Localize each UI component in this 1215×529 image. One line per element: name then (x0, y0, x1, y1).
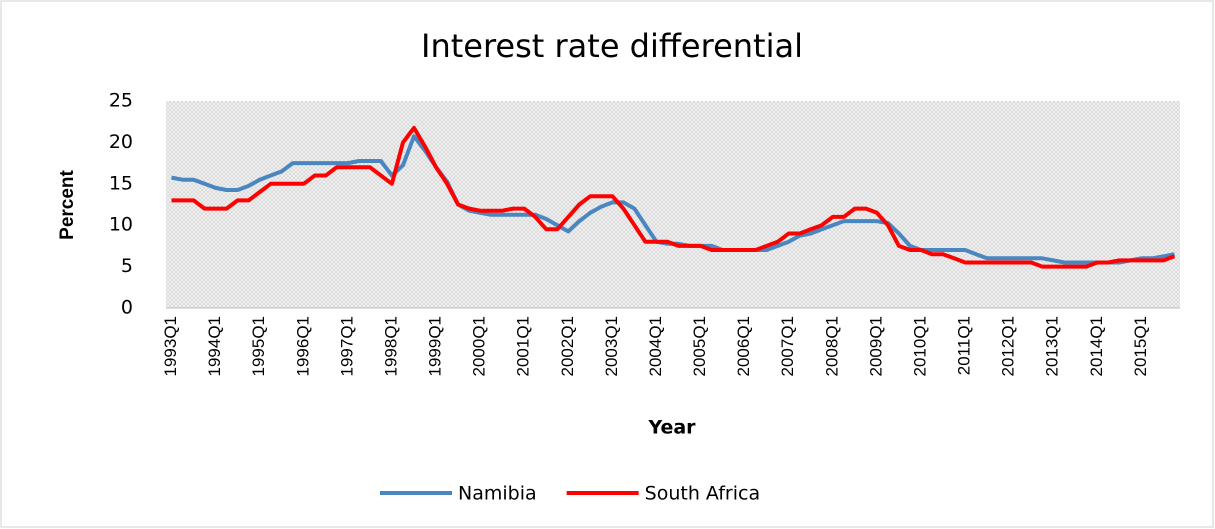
x-tick-label: 2000Q1 (470, 316, 489, 377)
legend-label: Namibia (458, 483, 537, 505)
x-tick-label: 2001Q1 (514, 316, 533, 377)
y-tick-label: 15 (109, 172, 133, 194)
x-tick-label: 1998Q1 (381, 316, 400, 377)
y-tick-label: 0 (121, 297, 133, 319)
legend-label: South Africa (645, 483, 760, 505)
x-tick-label: 2006Q1 (734, 316, 753, 377)
x-tick-label: 2002Q1 (558, 316, 577, 377)
x-tick-label: 1994Q1 (205, 316, 224, 377)
x-tick-label: 2009Q1 (866, 316, 885, 377)
series-line (171, 125, 1176, 269)
x-tick-label: 1999Q1 (426, 316, 445, 377)
y-tick-label: 25 (109, 90, 133, 112)
y-axis-title: Percent (57, 169, 78, 239)
x-tick-label: 1997Q1 (337, 316, 356, 377)
y-tick-label: 20 (109, 131, 133, 153)
x-tick-label: 2004Q1 (646, 316, 665, 377)
x-tick-label: 2012Q1 (999, 316, 1018, 377)
x-axis-title: Year (647, 417, 696, 439)
x-tick-label: 2005Q1 (690, 316, 709, 377)
x-tick-label: 1996Q1 (293, 316, 312, 377)
x-tick-label: 2007Q1 (778, 316, 797, 377)
x-tick-label: 2015Q1 (1131, 316, 1150, 377)
y-tick-label: 10 (109, 214, 133, 236)
plot-area (166, 101, 1180, 308)
x-tick-label: 1995Q1 (249, 316, 268, 377)
x-tick-label: 2003Q1 (602, 316, 621, 377)
x-tick-label: 2010Q1 (910, 316, 929, 377)
x-tick-label: 1993Q1 (161, 316, 180, 377)
x-tick-label: 2013Q1 (1043, 316, 1062, 377)
x-tick-label: 2011Q1 (955, 316, 974, 375)
x-tick-label: 2014Q1 (1087, 316, 1106, 377)
y-tick-label: 5 (121, 255, 133, 277)
chart-title: Interest rate differential (421, 27, 803, 65)
x-tick-label: 2008Q1 (822, 316, 841, 377)
